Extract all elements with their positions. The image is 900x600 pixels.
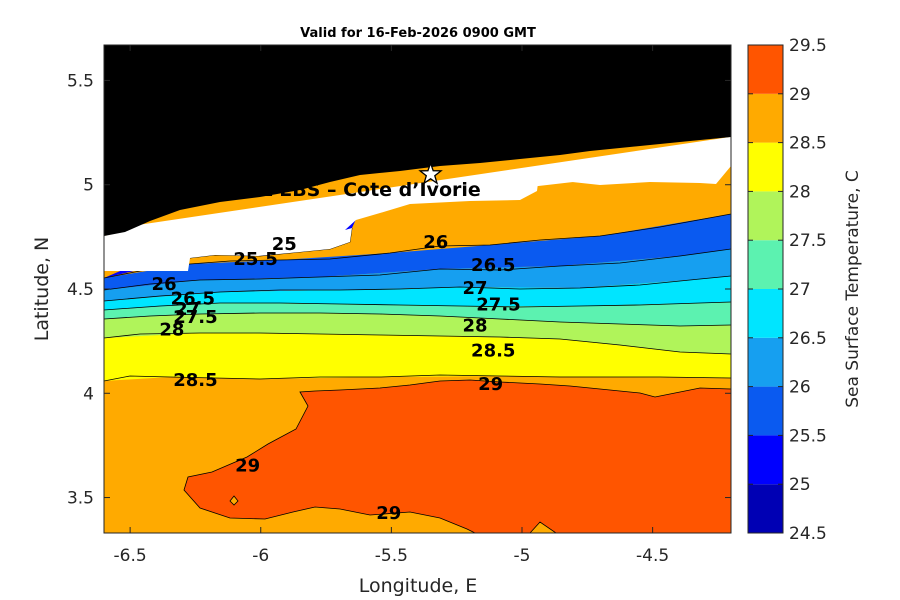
contour-label: 28.5: [173, 370, 217, 391]
sst-band-1: [104, 313, 731, 354]
colorbar-swatch: [748, 289, 783, 338]
colorbar-tick-label: 25: [789, 475, 811, 495]
colorbar-ticks: 24.5 25 25.5 26 26.5 27 27.5 28 28.5 29 29.5: [748, 36, 827, 544]
sst-band-3: [104, 276, 731, 310]
contour-label: 26: [423, 232, 448, 253]
y-tick-label: 3.5: [67, 489, 94, 509]
contour-label: 25.5: [233, 249, 277, 270]
x-axis-label: Longitude, E: [359, 575, 478, 597]
site-star-marker: [418, 161, 443, 185]
no-data-region: [104, 137, 730, 236]
x-tick-label: -6: [252, 546, 269, 566]
colorbar-tick-label: 29.5: [789, 36, 827, 56]
colorbar-swatch: [748, 435, 783, 485]
chart-title: Valid for 16-Feb-2026 0900 GMT: [300, 26, 536, 41]
x-tick-label: -4.5: [636, 546, 669, 566]
colorbar-swatch: [748, 142, 783, 192]
x-tick-label: -5: [514, 546, 531, 566]
colorbar-tick-label: 28.5: [789, 134, 827, 154]
y-tick-label: 4: [83, 384, 94, 404]
colorbar-tick-label: 25.5: [789, 426, 827, 446]
colorbar-swatch: [748, 93, 783, 143]
contour-label: 27.5: [476, 295, 520, 316]
band-29-spot: [229, 495, 239, 506]
colorbar-tick-label: 27: [789, 280, 811, 300]
y-tick-label: 4.5: [67, 280, 94, 300]
contour-label: 29: [478, 374, 503, 395]
sst-band-2: [104, 302, 731, 326]
colorbar-swatch: [748, 337, 783, 387]
contour-label: 27.5: [173, 307, 217, 328]
sst-band-5: [104, 130, 731, 290]
colorbar-swatch: [748, 45, 783, 94]
x-axis-ticks: -6.5 -6 -5.5 -5 -4.5: [114, 45, 669, 566]
contour-label: 25: [272, 234, 297, 255]
colorbar-swatch: [748, 240, 783, 289]
contour-label: 26.5: [471, 255, 515, 276]
contour-lines: [104, 213, 731, 382]
contour-label: 28.5: [471, 341, 515, 362]
contour-label: 29: [235, 455, 260, 476]
contour-label: 26.5: [171, 288, 215, 309]
contour-label: 29: [376, 503, 401, 524]
colorbar: [747, 44, 784, 534]
band-29-29.5: [183, 379, 731, 533]
colorbar-swatch: [748, 386, 783, 436]
y-axis-label: Latitude, N: [31, 237, 53, 342]
contour-label: 26: [152, 274, 177, 295]
colorbar-swatch: [748, 191, 783, 241]
contour-label: 28: [462, 316, 487, 337]
contour-label: 27: [175, 299, 200, 320]
colorbar-label: Sea Surface Temperature, C: [843, 170, 863, 408]
colorbar-tick-label: 28: [789, 182, 811, 202]
no-data-region-coastal: [104, 137, 731, 271]
colorbar-tick-label: 27.5: [789, 231, 827, 251]
x-tick-label: -5.5: [375, 546, 408, 566]
sst-band-0: [104, 333, 731, 381]
colorbar-tick-label: 26.5: [789, 329, 827, 349]
colorbar-tick-label: 29: [789, 85, 811, 105]
contour-label: 28: [159, 320, 184, 341]
sst-band-4: [104, 249, 731, 301]
x-tick-label: -6.5: [114, 546, 147, 566]
contour-label: 27: [462, 278, 487, 299]
colorbar-tick-label: 24.5: [789, 524, 827, 544]
site-annotation: A (ONHYM) PPL EBS – Cote d’Ivorie: [107, 179, 481, 201]
y-tick-label: 5.5: [67, 71, 94, 91]
colorbar-swatch: [748, 484, 783, 533]
y-axis-ticks: 3.5 4 4.5 5 5.5: [67, 71, 731, 509]
land-mass: [104, 45, 731, 236]
y-tick-label: 5: [83, 176, 94, 196]
colorbar-tick-label: 26: [789, 378, 811, 398]
